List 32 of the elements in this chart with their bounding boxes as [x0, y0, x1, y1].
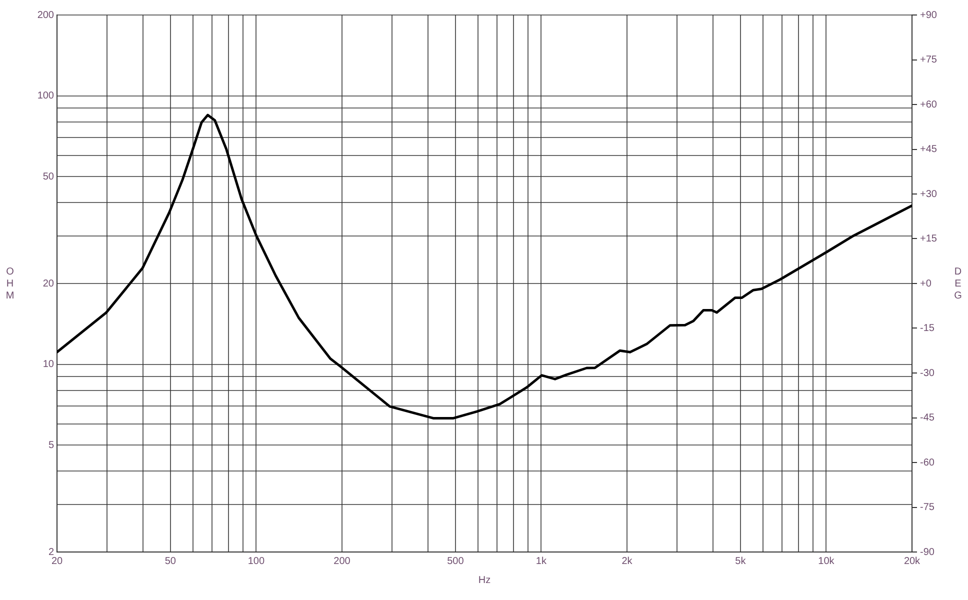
x-axis-title: Hz — [478, 574, 491, 586]
x-tick-label: 20k — [904, 556, 922, 567]
y2-tick-label: -45 — [920, 412, 935, 424]
y2-tick-label: +90 — [920, 10, 938, 21]
x-tick-label: 100 — [248, 556, 265, 567]
y2-tick-label: +60 — [920, 99, 938, 110]
y2-tick-label: +75 — [920, 54, 938, 66]
x-tick-label: 200 — [334, 556, 351, 567]
x-tick-label: 50 — [164, 556, 176, 567]
y2-tick-label: -60 — [920, 457, 935, 468]
y2-tick-label: -15 — [920, 323, 935, 334]
y-tick-label: 20 — [42, 278, 54, 290]
y-tick-label: 5 — [48, 440, 54, 451]
y2-tick-label: -75 — [920, 502, 935, 513]
x-tick-label: 2k — [622, 556, 634, 567]
y-tick-label: 2 — [48, 546, 54, 558]
y-tick-label: 100 — [37, 90, 54, 102]
y-tick-label: 50 — [42, 171, 54, 182]
x-tick-label: 1k — [536, 556, 548, 567]
y2-axis-title: DEG — [954, 266, 962, 302]
y-tick-label: 10 — [42, 359, 54, 370]
y2-tick-label: +45 — [920, 144, 938, 155]
y2-tick-label: +0 — [920, 278, 932, 290]
x-tick-label: 5k — [735, 556, 747, 567]
y-axis-title: OHM — [6, 266, 14, 302]
y2-tick-label: +30 — [920, 188, 938, 200]
y-tick-label: 200 — [37, 10, 54, 21]
y2-tick-label: -30 — [920, 368, 935, 379]
x-tick-label: 500 — [447, 556, 464, 567]
y2-tick-label: -90 — [920, 546, 935, 558]
y2-tick-label: +15 — [920, 234, 938, 244]
x-tick-label: 10k — [818, 556, 836, 567]
